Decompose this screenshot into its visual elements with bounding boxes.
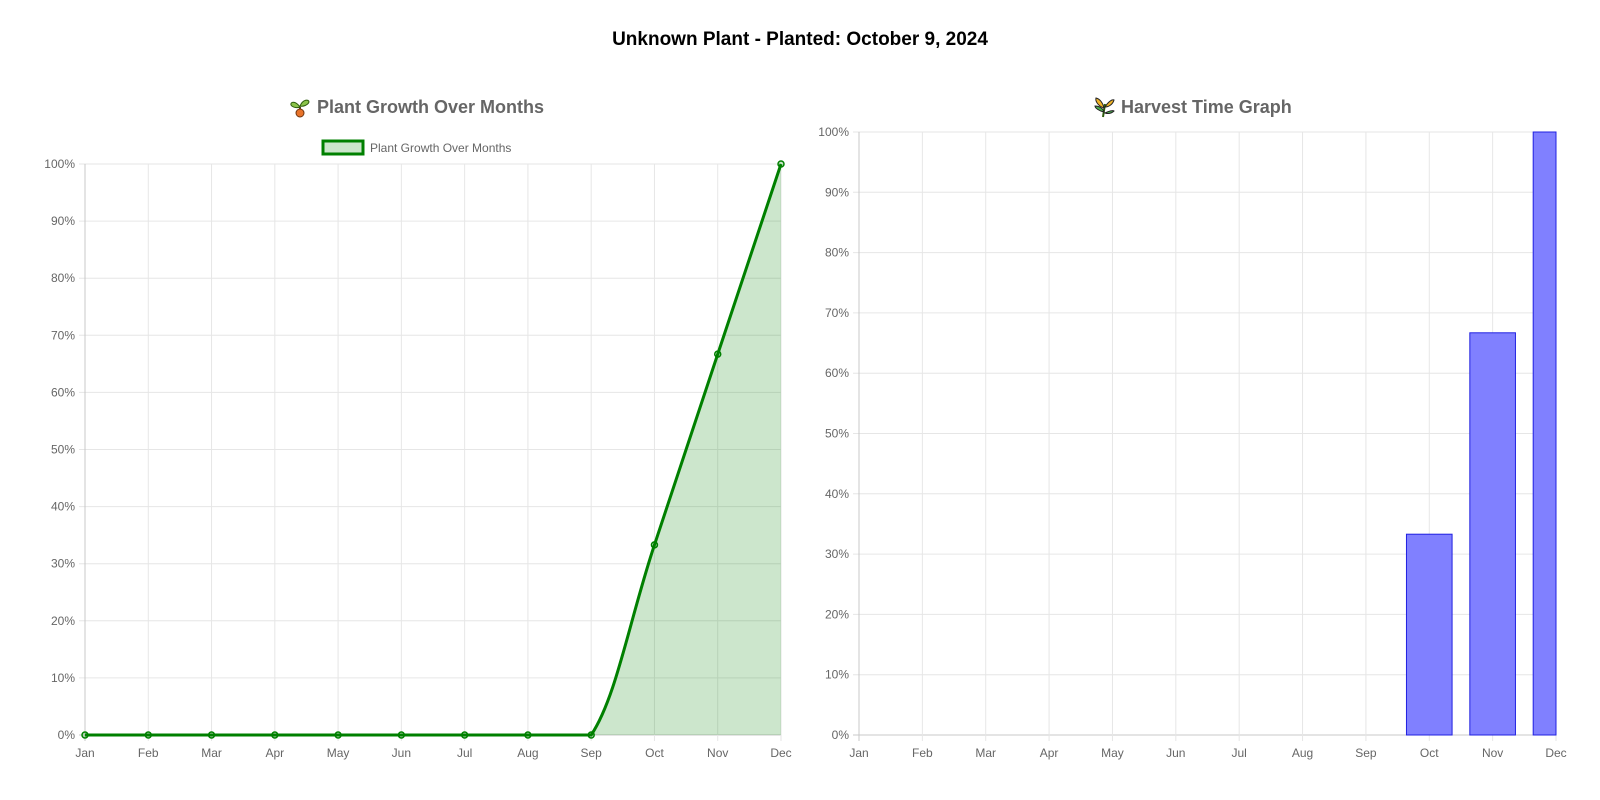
growth-data-point (587, 731, 595, 739)
harvest-y-tick-label: 100% (818, 125, 849, 139)
growth-x-tick-label: Jul (457, 746, 472, 760)
growth-y-tick-label: 100% (44, 157, 75, 171)
growth-data-point (271, 731, 279, 739)
harvest-x-tick-label: Jan (849, 746, 868, 760)
growth-x-tick-label: Jan (75, 746, 94, 760)
growth-x-tick-label: Nov (707, 746, 728, 760)
growth-y-tick-label: 20% (51, 614, 75, 628)
growth-y-tick-label: 80% (51, 271, 75, 285)
growth-series-line (85, 163, 783, 737)
harvest-bar (1405, 533, 1453, 736)
growth-y-tick-label: 90% (51, 214, 75, 228)
harvest-y-tick-label: 90% (825, 185, 849, 199)
harvest-x-tick-label: Apr (1040, 746, 1059, 760)
growth-x-tick-label: Sep (581, 746, 603, 760)
harvest-x-tick-label: Oct (1420, 746, 1439, 760)
growth-data-point (460, 731, 469, 739)
growth-y-tick-label: 10% (51, 671, 75, 685)
harvest-y-tick-label: 30% (825, 547, 849, 561)
growth-data-point (650, 541, 659, 549)
harvest-y-tick-label: 10% (825, 668, 849, 682)
harvest-y-tick-label: 0% (832, 728, 850, 742)
harvest-chart-title: Harvest Time Graph (1093, 96, 1292, 118)
growth-chart-title: Plant Growth Over Months (289, 96, 544, 118)
growth-y-tick-label: 40% (51, 500, 75, 514)
harvest-x-tick-label: Mar (975, 746, 996, 760)
growth-y-tick-label: 0% (58, 728, 76, 742)
seedling-icon (290, 99, 310, 118)
page-title: Unknown Plant - Planted: October 9, 2024 (612, 29, 988, 50)
growth-y-tick-label: 60% (51, 385, 75, 399)
growth-x-tick-label: May (327, 746, 350, 760)
growth-x-tick-label: Jun (392, 746, 411, 760)
growth-data-point (777, 160, 785, 168)
growth-data-point (397, 731, 406, 739)
growth-data-point (144, 731, 153, 739)
growth-data-point (713, 350, 722, 358)
harvest-y-tick-label: 60% (825, 366, 849, 380)
harvest-x-tick-label: May (1101, 746, 1124, 760)
growth-data-point (334, 731, 342, 739)
harvest-y-tick-label: 40% (825, 487, 849, 501)
harvest-x-tick-label: Nov (1482, 746, 1503, 760)
harvest-x-tick-label: Feb (912, 746, 933, 760)
harvest-x-tick-label: Jun (1166, 746, 1185, 760)
harvest-y-tick-label: 80% (825, 246, 849, 260)
harvest-chart-title-text: Harvest Time Graph (1121, 96, 1292, 117)
growth-y-tick-label: 50% (51, 443, 75, 457)
growth-x-tick-label: Feb (138, 746, 159, 760)
growth-data-point (207, 731, 216, 739)
growth-legend-label: Plant Growth Over Months (370, 141, 511, 155)
harvest-y-tick-label: 50% (825, 427, 849, 441)
growth-area-fill (85, 164, 781, 735)
growth-y-tick-label: 30% (51, 557, 75, 571)
growth-x-tick-label: Dec (770, 746, 791, 760)
harvest-bar (1532, 131, 1557, 736)
sheaf-of-rice-icon (1094, 97, 1115, 118)
growth-data-point (524, 731, 532, 739)
growth-data-point (81, 731, 89, 739)
harvest-x-tick-label: Jul (1232, 746, 1247, 760)
growth-y-tick-label: 70% (51, 328, 75, 342)
growth-x-tick-label: Aug (517, 746, 538, 760)
growth-x-tick-label: Mar (201, 746, 222, 760)
harvest-y-tick-label: 20% (825, 607, 849, 621)
harvest-x-tick-label: Dec (1545, 746, 1566, 760)
growth-x-tick-label: Oct (645, 746, 664, 760)
harvest-x-tick-label: Sep (1355, 746, 1377, 760)
growth-legend-swatch (321, 139, 365, 156)
harvest-x-tick-label: Aug (1292, 746, 1313, 760)
growth-chart-title-text: Plant Growth Over Months (317, 96, 545, 117)
growth-x-tick-label: Apr (265, 746, 284, 760)
harvest-y-tick-label: 70% (825, 306, 849, 320)
harvest-bar (1469, 332, 1516, 736)
